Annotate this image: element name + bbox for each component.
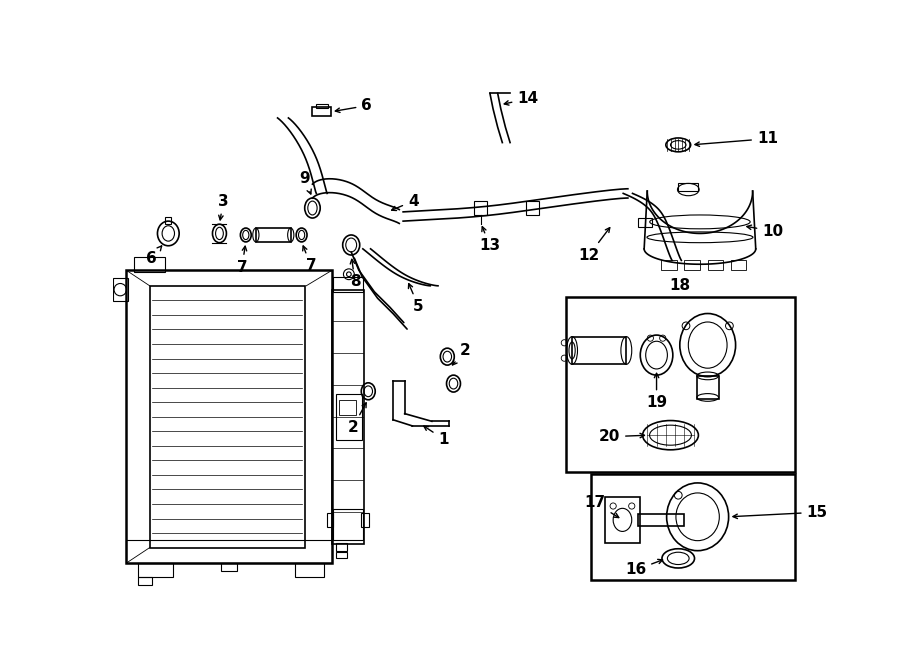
Bar — [336, 394, 362, 440]
Bar — [337, 543, 347, 551]
Bar — [685, 260, 700, 269]
Text: 1: 1 — [424, 426, 449, 447]
Text: 12: 12 — [579, 228, 610, 263]
Text: 7: 7 — [302, 246, 316, 273]
Bar — [112, 278, 128, 301]
Text: 4: 4 — [392, 193, 418, 211]
Bar — [256, 228, 291, 242]
Text: 15: 15 — [806, 506, 827, 520]
Bar — [166, 216, 171, 224]
Text: 7: 7 — [237, 246, 248, 275]
Bar — [126, 270, 332, 563]
Bar — [294, 563, 324, 577]
Bar — [526, 201, 539, 215]
Bar — [638, 514, 684, 526]
Bar — [332, 290, 365, 544]
Bar — [679, 183, 698, 191]
Text: 17: 17 — [585, 495, 619, 518]
Bar — [474, 201, 487, 215]
Text: 19: 19 — [646, 373, 667, 410]
Bar — [566, 297, 795, 472]
Text: 20: 20 — [598, 429, 644, 444]
Bar — [731, 260, 746, 269]
Bar — [126, 540, 332, 563]
Text: 13: 13 — [480, 226, 500, 254]
Text: 3: 3 — [218, 193, 229, 220]
Text: 18: 18 — [670, 278, 691, 293]
Bar — [221, 563, 237, 571]
Bar — [338, 400, 356, 415]
Text: 9: 9 — [300, 171, 311, 194]
Bar — [134, 257, 166, 272]
Text: 2: 2 — [453, 343, 471, 365]
Bar — [149, 286, 305, 547]
Bar — [697, 376, 718, 399]
Bar — [707, 260, 724, 269]
Bar — [138, 563, 173, 577]
Text: 6: 6 — [146, 246, 162, 265]
Bar — [662, 260, 677, 269]
Text: 2: 2 — [347, 402, 366, 435]
Text: 5: 5 — [409, 283, 424, 314]
Text: 16: 16 — [625, 559, 662, 577]
Bar — [333, 277, 363, 292]
Bar — [591, 474, 795, 580]
Bar — [328, 513, 333, 527]
Text: 14: 14 — [504, 91, 538, 106]
Bar — [638, 218, 652, 227]
Bar — [572, 336, 626, 364]
Text: 8: 8 — [350, 260, 360, 289]
Bar — [606, 496, 640, 543]
Bar — [333, 509, 363, 540]
Bar — [138, 577, 152, 585]
Text: 10: 10 — [747, 224, 783, 238]
Text: 6: 6 — [336, 98, 372, 113]
Bar — [316, 104, 328, 108]
Bar — [361, 513, 369, 527]
Text: 11: 11 — [695, 131, 778, 146]
Bar — [312, 107, 331, 117]
Bar — [337, 552, 347, 558]
